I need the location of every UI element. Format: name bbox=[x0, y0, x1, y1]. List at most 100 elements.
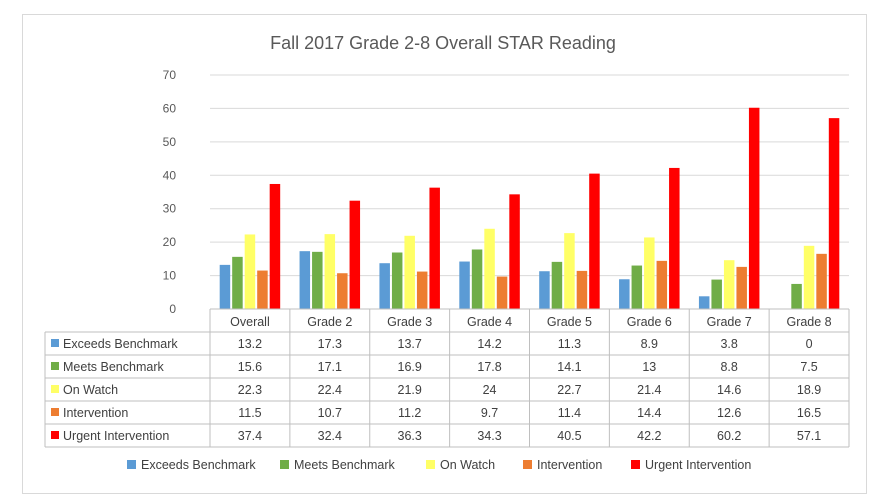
legend-label: Meets Benchmark bbox=[294, 458, 395, 472]
legend-key bbox=[426, 460, 435, 469]
data-label: 17.1 bbox=[318, 360, 342, 374]
table-legend-key bbox=[51, 385, 59, 393]
data-label: 14.1 bbox=[557, 360, 581, 374]
data-label: 36.3 bbox=[398, 429, 422, 443]
data-label: 13 bbox=[642, 360, 656, 374]
data-label: 57.1 bbox=[797, 429, 821, 443]
bar bbox=[631, 265, 643, 309]
bar bbox=[723, 260, 735, 309]
data-label: 40.5 bbox=[557, 429, 581, 443]
bar bbox=[748, 107, 760, 309]
data-label: 11.5 bbox=[238, 406, 261, 420]
data-label: 15.6 bbox=[238, 360, 262, 374]
legend-key bbox=[631, 460, 640, 469]
data-label: 14.4 bbox=[637, 406, 661, 420]
data-label: 8.9 bbox=[641, 337, 658, 351]
legend-key bbox=[523, 460, 532, 469]
data-label: 17.3 bbox=[318, 337, 342, 351]
chart-title: Fall 2017 Grade 2-8 Overall STAR Reading bbox=[270, 33, 616, 53]
bar bbox=[379, 263, 390, 309]
bar bbox=[669, 167, 680, 309]
bar bbox=[471, 249, 483, 309]
category-label: Overall bbox=[230, 315, 270, 329]
data-label: 13.2 bbox=[238, 337, 262, 351]
bar bbox=[803, 245, 815, 309]
legend-key bbox=[127, 460, 136, 469]
chart-frame: Fall 2017 Grade 2-8 Overall STAR Reading… bbox=[22, 14, 867, 494]
y-tick-label: 60 bbox=[163, 101, 177, 115]
bar bbox=[244, 234, 256, 309]
legend-label: Intervention bbox=[537, 458, 602, 472]
data-label: 22.3 bbox=[238, 383, 262, 397]
chart-svg: Fall 2017 Grade 2-8 Overall STAR Reading… bbox=[44, 33, 850, 472]
table-legend-key bbox=[51, 431, 59, 439]
data-label: 18.9 bbox=[797, 383, 821, 397]
data-label: 16.5 bbox=[797, 406, 821, 420]
data-label: 0 bbox=[806, 337, 813, 351]
data-label: 7.5 bbox=[800, 360, 817, 374]
bar bbox=[337, 273, 348, 309]
data-label: 42.2 bbox=[637, 429, 661, 443]
data-label: 21.4 bbox=[637, 383, 661, 397]
bar bbox=[324, 234, 336, 309]
bar bbox=[484, 228, 495, 309]
bar bbox=[312, 251, 323, 309]
data-label: 12.6 bbox=[717, 406, 741, 420]
y-tick-label: 70 bbox=[163, 68, 177, 82]
bar bbox=[219, 264, 231, 309]
data-table: Overall Grade 2 Grade 3 Grade 4 Grade 5 Grade… bbox=[44, 308, 850, 448]
data-label: 13.7 bbox=[398, 337, 422, 351]
table-legend-key bbox=[51, 408, 59, 416]
data-label: 32.4 bbox=[318, 429, 342, 443]
data-label: 14.6 bbox=[717, 383, 741, 397]
bar bbox=[816, 253, 827, 309]
bar bbox=[496, 276, 508, 309]
data-label: 37.4 bbox=[238, 429, 262, 443]
bar bbox=[698, 296, 710, 309]
legend-label: Exceeds Benchmark bbox=[141, 458, 256, 472]
bar bbox=[576, 270, 588, 309]
bar bbox=[736, 266, 747, 309]
bar bbox=[459, 261, 470, 309]
y-axis-ticks: 0 10 20 30 40 50 60 70 bbox=[163, 68, 177, 316]
data-label: 22.7 bbox=[557, 383, 581, 397]
table-series-name: Meets Benchmark bbox=[63, 360, 164, 374]
legend: Exceeds Benchmark Meets Benchmark On Watch… bbox=[127, 458, 751, 472]
bar bbox=[828, 118, 840, 309]
y-tick-label: 0 bbox=[169, 302, 176, 316]
data-label: 3.8 bbox=[720, 337, 737, 351]
category-label: Grade 5 bbox=[547, 315, 592, 329]
bar bbox=[509, 194, 520, 309]
bar bbox=[644, 237, 655, 309]
bar bbox=[391, 252, 403, 309]
data-label: 11.4 bbox=[558, 406, 581, 420]
y-tick-label: 50 bbox=[163, 135, 177, 149]
data-label: 16.9 bbox=[398, 360, 422, 374]
bar bbox=[404, 235, 415, 309]
data-label: 14.2 bbox=[477, 337, 501, 351]
category-label: Grade 3 bbox=[387, 315, 432, 329]
bar bbox=[791, 283, 802, 309]
data-label: 8.8 bbox=[720, 360, 737, 374]
y-tick-label: 30 bbox=[163, 202, 177, 216]
data-label: 22.4 bbox=[318, 383, 342, 397]
bar bbox=[619, 279, 630, 309]
bar bbox=[656, 260, 668, 309]
bar bbox=[711, 279, 722, 309]
y-tick-label: 10 bbox=[163, 269, 177, 283]
table-legend-key bbox=[51, 362, 59, 370]
bar bbox=[564, 233, 575, 309]
table-series-name: Exceeds Benchmark bbox=[63, 337, 178, 351]
data-label: 21.9 bbox=[398, 383, 422, 397]
table-legend-key bbox=[51, 339, 59, 347]
data-label: 9.7 bbox=[481, 406, 498, 420]
data-label: 60.2 bbox=[717, 429, 741, 443]
y-tick-label: 20 bbox=[163, 235, 177, 249]
data-label: 17.8 bbox=[477, 360, 501, 374]
legend-label: On Watch bbox=[440, 458, 495, 472]
bar bbox=[551, 261, 563, 309]
data-label: 10.7 bbox=[318, 406, 342, 420]
data-label: 11.2 bbox=[398, 406, 421, 420]
bar bbox=[232, 256, 243, 309]
category-label: Grade 6 bbox=[627, 315, 672, 329]
